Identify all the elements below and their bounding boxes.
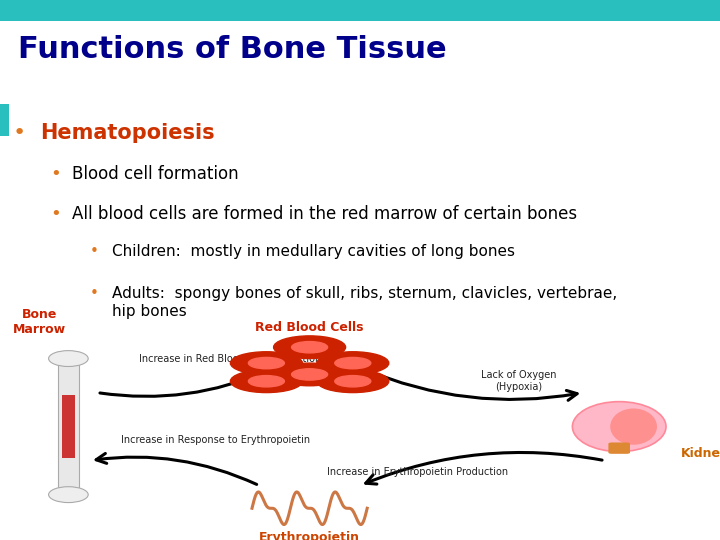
Bar — [0, 0, 720, 21]
Circle shape — [317, 370, 389, 393]
Text: Erythropoietin: Erythropoietin — [259, 531, 360, 540]
Circle shape — [292, 369, 328, 380]
Text: Increase in Response to Erythropoietin: Increase in Response to Erythropoietin — [122, 435, 310, 445]
Ellipse shape — [49, 350, 89, 367]
Ellipse shape — [611, 408, 657, 445]
Text: •: • — [90, 286, 99, 301]
Text: Adults:  spongy bones of skull, ribs, sternum, clavicles, vertebrae,
hip bones: Adults: spongy bones of skull, ribs, ste… — [112, 286, 617, 319]
Bar — [62, 395, 75, 458]
Circle shape — [317, 352, 389, 374]
Circle shape — [248, 357, 284, 369]
Circle shape — [230, 370, 302, 393]
Text: Children:  mostly in medullary cavities of long bones: Children: mostly in medullary cavities o… — [112, 244, 515, 259]
Circle shape — [230, 352, 302, 374]
Bar — [58, 363, 79, 490]
Text: Red Blood Cells: Red Blood Cells — [256, 321, 364, 334]
Bar — [0, 104, 9, 136]
Text: Hematopoiesis: Hematopoiesis — [40, 123, 215, 143]
Text: Functions of Bone Tissue: Functions of Bone Tissue — [18, 35, 446, 64]
Circle shape — [335, 376, 371, 387]
Circle shape — [248, 376, 284, 387]
Text: Lack of Oxygen
(Hypoxia): Lack of Oxygen (Hypoxia) — [481, 370, 556, 392]
Circle shape — [274, 363, 346, 386]
Circle shape — [274, 336, 346, 359]
Text: •: • — [50, 165, 61, 183]
Text: •: • — [50, 205, 61, 223]
Text: •: • — [90, 244, 99, 259]
Ellipse shape — [49, 487, 89, 503]
Circle shape — [292, 342, 328, 353]
Ellipse shape — [572, 402, 666, 451]
Text: Kidney: Kidney — [680, 447, 720, 460]
Text: Blood cell formation: Blood cell formation — [72, 165, 238, 183]
Text: •: • — [13, 123, 26, 143]
FancyBboxPatch shape — [608, 442, 630, 454]
Circle shape — [335, 357, 371, 369]
Text: Increase in Red Blood Cell Production: Increase in Red Blood Cell Production — [139, 354, 322, 364]
Text: Bone
Marrow: Bone Marrow — [13, 308, 66, 336]
Text: Increase in Erythropoietin Production: Increase in Erythropoietin Production — [327, 467, 508, 477]
Text: All blood cells are formed in the red marrow of certain bones: All blood cells are formed in the red ma… — [72, 205, 577, 223]
